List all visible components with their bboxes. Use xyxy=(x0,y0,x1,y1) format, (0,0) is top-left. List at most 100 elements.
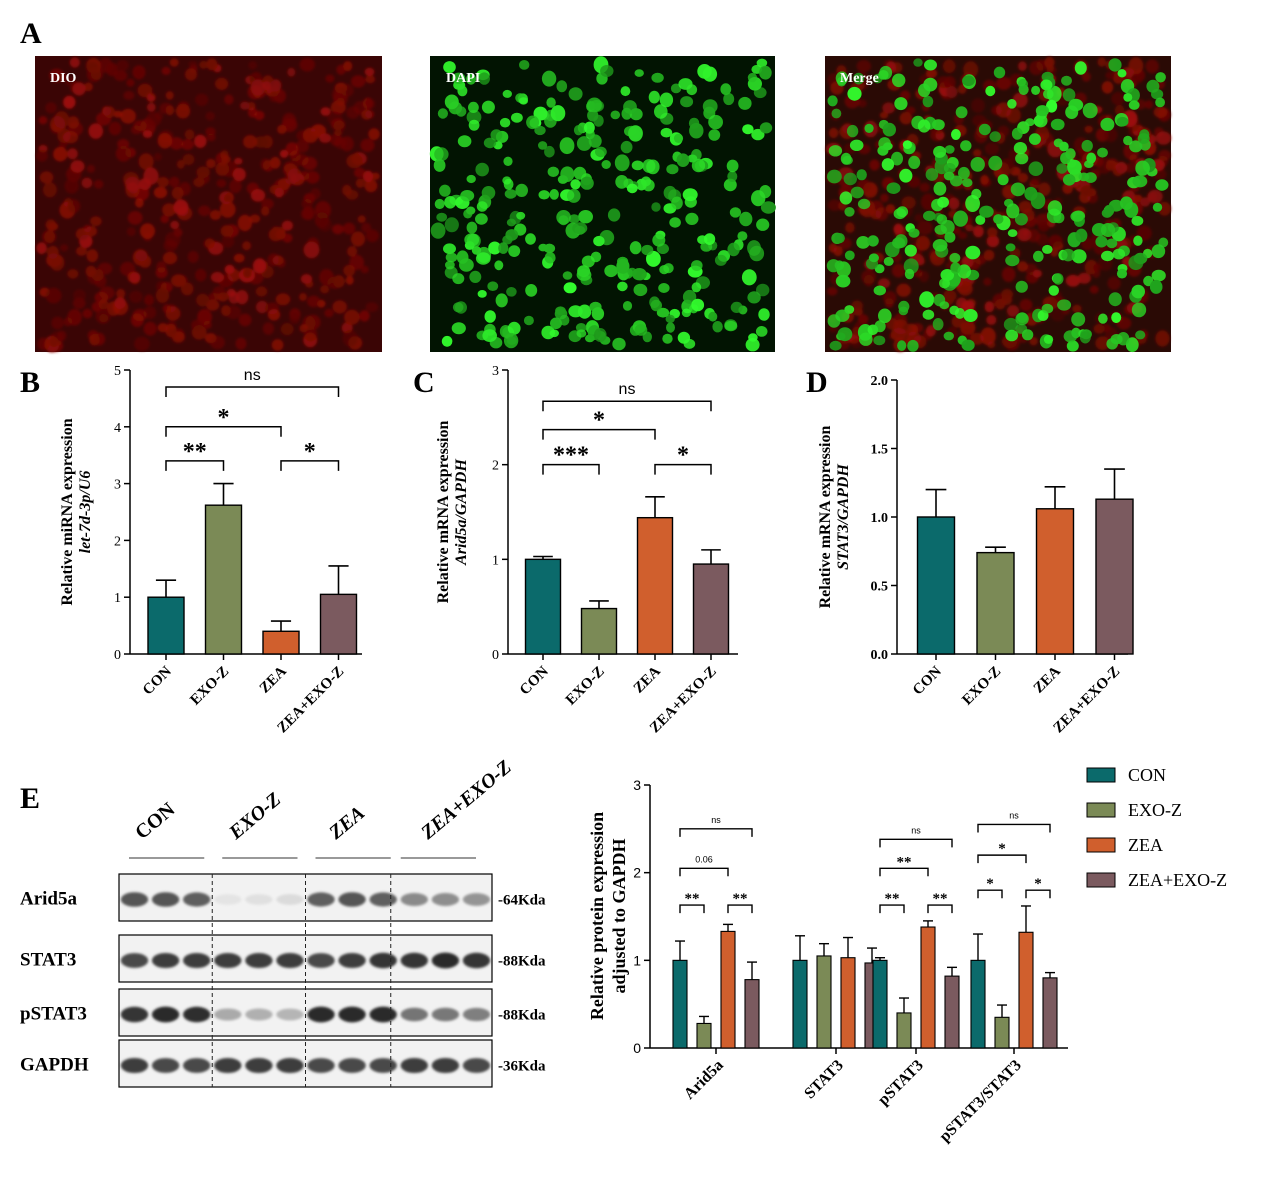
red-cell xyxy=(216,179,227,188)
green-nucleus xyxy=(628,125,643,142)
chart-e-significance-bracket xyxy=(679,828,753,837)
red-cell xyxy=(1030,175,1042,185)
green-nucleus xyxy=(759,122,773,134)
green-nucleus xyxy=(1128,100,1140,110)
chart-e-legend: CON EXO-Z ZEA ZEA+EXO-Z xyxy=(1086,765,1227,890)
chart-d-y-tick-label: 1.5 xyxy=(871,443,889,458)
blot-band xyxy=(151,1006,180,1023)
red-cell xyxy=(952,226,961,235)
green-nucleus xyxy=(1060,152,1071,165)
green-nucleus xyxy=(1082,102,1098,119)
green-nucleus xyxy=(993,214,1004,225)
green-nucleus xyxy=(1061,248,1075,262)
red-cell xyxy=(243,268,252,278)
blot-band xyxy=(120,1006,149,1023)
red-cell xyxy=(360,138,375,152)
green-nucleus xyxy=(1103,204,1115,217)
red-cell xyxy=(1111,91,1125,106)
green-nucleus xyxy=(758,308,770,321)
green-nucleus xyxy=(506,218,516,227)
green-nucleus xyxy=(503,178,514,190)
green-nucleus xyxy=(839,191,853,205)
green-nucleus xyxy=(612,337,626,351)
red-cell xyxy=(307,295,321,308)
green-nucleus xyxy=(549,189,559,200)
green-nucleus xyxy=(1079,331,1091,344)
green-nucleus xyxy=(1028,161,1044,176)
red-cell xyxy=(1044,56,1055,69)
green-nucleus xyxy=(560,166,575,182)
chart-c-bar-exo-z xyxy=(580,607,618,655)
red-cell xyxy=(132,65,146,80)
green-nucleus xyxy=(1125,337,1139,353)
red-cell xyxy=(1001,288,1014,300)
green-nucleus xyxy=(720,83,732,96)
red-cell xyxy=(330,118,345,130)
green-nucleus xyxy=(756,218,770,231)
red-cell xyxy=(344,309,360,325)
green-nucleus xyxy=(559,137,575,155)
red-cell xyxy=(219,201,236,218)
blot-band xyxy=(245,1008,273,1021)
green-nucleus xyxy=(591,307,605,321)
red-cell xyxy=(272,229,285,241)
red-cell xyxy=(181,139,194,150)
green-nucleus xyxy=(691,298,705,312)
green-nucleus xyxy=(932,318,944,331)
red-cell xyxy=(267,309,281,321)
blot-band xyxy=(151,952,180,969)
red-cell xyxy=(332,300,348,314)
blot-band xyxy=(338,1058,366,1073)
red-cell xyxy=(156,261,167,273)
green-nucleus xyxy=(923,210,936,221)
green-nucleus xyxy=(961,75,975,86)
green-nucleus xyxy=(742,124,754,135)
red-cell xyxy=(305,314,321,330)
green-nucleus xyxy=(730,301,743,313)
chart-e-x-tick-label: Arid5a xyxy=(681,1057,727,1103)
green-nucleus xyxy=(478,72,490,85)
chart-b-y-tick-label: 2 xyxy=(114,534,121,549)
red-cell xyxy=(355,178,365,188)
red-cell xyxy=(106,62,118,77)
chart-e-x-tick-label: pSTAT3/STAT3 xyxy=(936,1057,1025,1146)
red-cell xyxy=(146,102,156,112)
chart-b-bar-con xyxy=(147,596,185,655)
chart-e-significance-label: ** xyxy=(933,891,948,907)
green-nucleus xyxy=(1062,174,1076,186)
green-nucleus xyxy=(1131,215,1144,226)
red-cell xyxy=(134,198,144,208)
green-nucleus xyxy=(677,331,691,344)
red-cell xyxy=(255,286,268,297)
chart-d-y-tick-label: 0.5 xyxy=(871,580,889,595)
blot-band xyxy=(431,1007,460,1022)
red-cell xyxy=(215,162,230,177)
green-nucleus xyxy=(620,140,633,154)
red-cell xyxy=(234,157,243,165)
chart-e-significance-label: * xyxy=(986,876,994,892)
green-nucleus xyxy=(937,196,949,208)
green-nucleus xyxy=(444,196,457,209)
image-dio-label: DIO xyxy=(50,71,77,86)
green-nucleus xyxy=(1047,200,1063,216)
red-cell xyxy=(254,110,265,121)
green-nucleus xyxy=(455,106,467,117)
chart-e-significance-label: ** xyxy=(685,891,700,907)
red-cell xyxy=(330,133,342,147)
green-nucleus xyxy=(924,59,937,71)
red-cell xyxy=(368,128,380,141)
red-cell xyxy=(1081,72,1091,82)
green-nucleus xyxy=(519,60,530,70)
red-cell xyxy=(57,330,67,341)
green-nucleus xyxy=(749,245,765,262)
red-cell xyxy=(199,60,208,69)
green-nucleus xyxy=(466,73,476,85)
chart-e-y-label-line1: Relative protein expression xyxy=(587,812,607,1020)
green-nucleus xyxy=(436,212,448,222)
green-nucleus xyxy=(756,58,768,68)
green-nucleus xyxy=(1007,229,1018,238)
green-nucleus xyxy=(1033,250,1044,262)
red-cell xyxy=(39,171,54,184)
red-cell xyxy=(289,313,301,324)
red-cell xyxy=(143,321,157,336)
